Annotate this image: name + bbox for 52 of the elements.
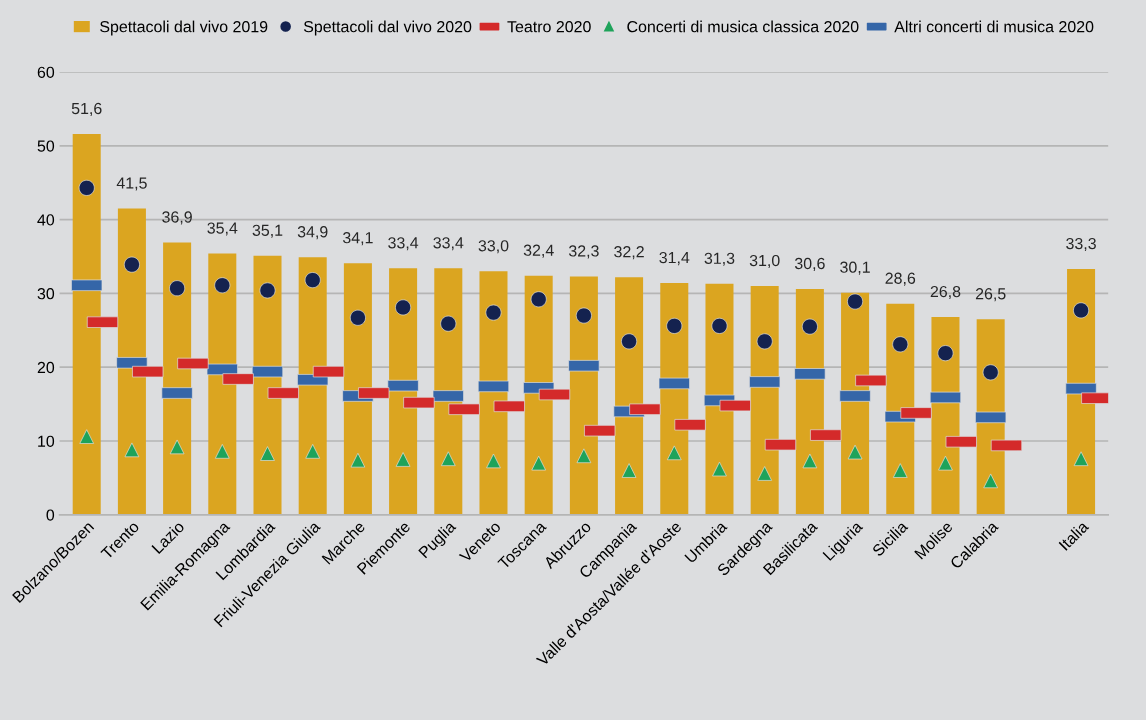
data-label: 30,1 (840, 261, 870, 275)
data-label: 33,4 (388, 237, 419, 251)
bar (163, 242, 192, 515)
legend-label: Concerti di musica classica 2020 (627, 20, 859, 33)
y-tick-label: 10 (38, 435, 55, 447)
data-label: 31,4 (659, 251, 690, 266)
data-label: 33,0 (478, 240, 509, 254)
y-tick-label: 50 (37, 140, 55, 152)
point (892, 336, 909, 353)
y-tick-label: 0 (46, 509, 55, 521)
point (575, 307, 592, 324)
data-label: 32,3 (568, 245, 599, 259)
legend-label: Spettacoli dal vivo 2019 (100, 20, 268, 36)
data-label: 36,9 (162, 211, 192, 225)
data-label: 32,2 (614, 246, 644, 260)
bar (298, 257, 327, 515)
data-label: 34,9 (297, 226, 328, 240)
bar (524, 275, 553, 515)
data-label: 32,4 (523, 244, 554, 258)
y-tick-label: 20 (37, 361, 55, 374)
legend-label: Teatro 2020 (507, 21, 591, 33)
bar (343, 263, 372, 515)
bar (253, 255, 282, 515)
bar (208, 253, 237, 515)
point (441, 451, 456, 467)
data-label: 35,4 (207, 222, 238, 236)
data-label: 26,8 (930, 285, 961, 300)
data-label: 41,5 (116, 177, 147, 191)
y-tick-label: 60 (37, 66, 55, 78)
data-label: 35,1 (252, 224, 283, 238)
bar (660, 283, 689, 515)
legend-label: Altri concerti di musica 2020 (894, 20, 1094, 33)
data-label: 31,3 (704, 252, 735, 266)
data-label: 34,1 (342, 232, 373, 246)
point (847, 293, 864, 310)
legend-label: Spettacoli dal vivo 2020 (303, 20, 472, 36)
bar (615, 277, 644, 515)
bar (886, 303, 915, 515)
data-label: 26,5 (975, 288, 1006, 302)
bar (434, 268, 463, 515)
data-label: 31,0 (749, 254, 780, 269)
bar (72, 133, 101, 515)
bar (1067, 269, 1096, 515)
data-label: 30,6 (794, 257, 825, 272)
data-label: 33,3 (1066, 237, 1096, 252)
y-tick-label: 30 (37, 288, 55, 300)
y-tick-label: 40 (37, 214, 55, 226)
data-label: 51,6 (71, 102, 102, 117)
bar (117, 208, 146, 515)
data-label: 33,4 (433, 237, 464, 251)
bar (705, 283, 734, 515)
data-label: 28,6 (885, 272, 916, 286)
